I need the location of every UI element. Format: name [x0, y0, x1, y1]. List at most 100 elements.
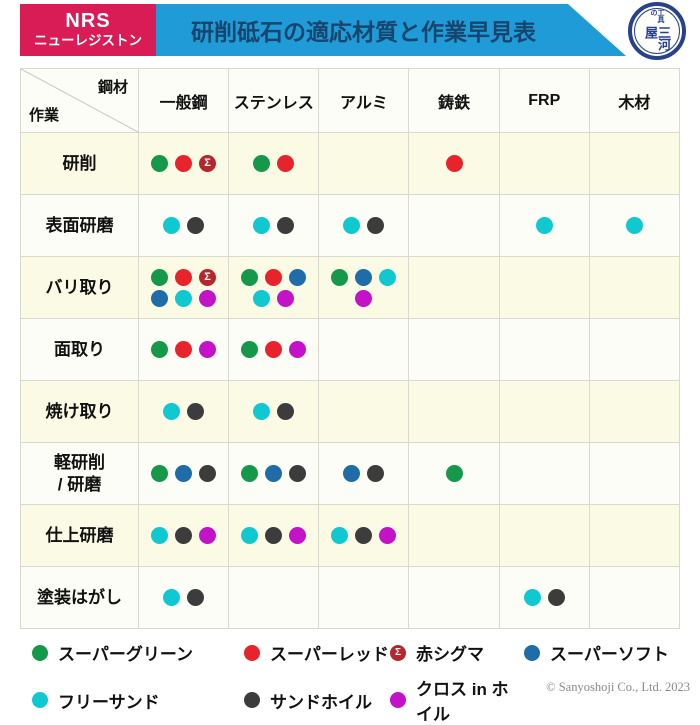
- magenta-dot: [199, 341, 217, 358]
- matrix-cell: [499, 319, 590, 381]
- row-label: 焼け取り: [21, 381, 139, 443]
- legend-label: スーパーレッド: [270, 645, 389, 664]
- green-dot: [151, 341, 169, 358]
- legend-label: スーパーグリーン: [58, 645, 193, 664]
- sigma-dot: Σ: [390, 644, 406, 661]
- matrix-cell: [499, 195, 590, 257]
- dark-dot: [265, 527, 283, 544]
- corner-label-material: 鋼材: [97, 79, 128, 96]
- row-label: バリ取り: [21, 257, 139, 319]
- magenta-dot: [390, 692, 406, 708]
- row-label: 面取り: [21, 319, 139, 381]
- matrix-cell: [139, 381, 230, 443]
- matrix-cell: [499, 257, 590, 319]
- legend-label: フリーサンド: [58, 692, 160, 712]
- blue-dot: [151, 289, 169, 307]
- magenta-dot: [379, 527, 397, 544]
- cyan-dot: [253, 289, 271, 307]
- matrix-cell: [229, 381, 320, 443]
- magenta-dot: [289, 527, 307, 544]
- red-dot: [244, 644, 260, 661]
- brand-subname: ニューレジストン: [34, 33, 142, 49]
- blue-dot: [524, 644, 540, 661]
- green-dot: [32, 644, 48, 661]
- red-dot: [445, 155, 463, 172]
- legend-item-blue: スーパーソフト: [524, 640, 682, 665]
- row-label: 表面研磨: [21, 195, 139, 257]
- compatibility-table: 鋼材 作業 一般鋼 ステンレス アルミ 鋳鉄 FRP 木材 研削 Σ 表面研磨 バリ取り Σ 面取り焼…: [20, 68, 680, 629]
- page-title: 研削砥石の適応材質と作業早見表: [191, 19, 536, 45]
- matrix-cell: [229, 567, 320, 629]
- row-label: 研削: [21, 133, 139, 195]
- legend-item-green: スーパーグリーン: [32, 640, 244, 665]
- legend-label: 赤シグマ: [416, 645, 484, 664]
- copyright: © Sanyoshoji Co., Ltd. 2023: [546, 680, 690, 694]
- legend-item-sigma: Σ 赤シグマ: [390, 640, 524, 665]
- logo-main-text: 三河屋: [643, 25, 671, 50]
- sigma-dot: Σ: [199, 155, 217, 172]
- logo-small-text: 工具の: [650, 9, 664, 23]
- matrix-cell: Σ: [139, 257, 230, 319]
- magenta-dot: [277, 289, 295, 307]
- column-header: ステンレス: [229, 69, 320, 133]
- blue-dot: [289, 268, 307, 286]
- matrix-cell: [139, 319, 230, 381]
- matrix-cell: [319, 443, 410, 505]
- matrix-cell: [499, 567, 590, 629]
- blue-dot: [343, 465, 361, 482]
- matrix-cell: [409, 567, 500, 629]
- stamp-inner-ring: 工具の 三河屋: [634, 8, 680, 54]
- matrix-cell: [139, 505, 230, 567]
- header: NRS ニューレジストン 研削砥石の適応材質と作業早見表 工具の 三河屋: [20, 2, 700, 60]
- legend-item-cyan: フリーサンド: [32, 675, 244, 725]
- column-header: 一般鋼: [139, 69, 230, 133]
- stamp-circle-icon: 工具の 三河屋: [628, 2, 686, 60]
- matrix-cell: [319, 133, 410, 195]
- red-dot: [265, 341, 283, 358]
- cyan-dot: [379, 268, 397, 286]
- magenta-dot: [289, 341, 307, 358]
- cyan-dot: [163, 589, 181, 606]
- matrix-cell: [229, 133, 320, 195]
- cyan-dot: [253, 403, 271, 420]
- matrix-cell: [229, 319, 320, 381]
- matrix-cell: [229, 443, 320, 505]
- title-banner: 研削砥石の適応材質と作業早見表: [156, 4, 626, 56]
- green-dot: [241, 341, 259, 358]
- magenta-dot: [355, 289, 373, 307]
- matrix-cell: [409, 443, 500, 505]
- matrix-cell: [139, 195, 230, 257]
- magenta-dot: [199, 289, 217, 307]
- dark-dot: [187, 217, 205, 234]
- dark-dot: [367, 217, 385, 234]
- legend-item-magenta: クロス in ホイル: [390, 675, 524, 725]
- sigma-dot: Σ: [199, 268, 217, 286]
- green-dot: [151, 155, 169, 172]
- matrix-cell: [589, 133, 680, 195]
- cyan-dot: [343, 217, 361, 234]
- matrix-cell: [589, 195, 680, 257]
- matrix-cell: [589, 567, 680, 629]
- matrix-cell: [229, 257, 320, 319]
- matrix-cell: [139, 567, 230, 629]
- matrix-cell: Σ: [139, 133, 230, 195]
- red-dot: [277, 155, 295, 172]
- cyan-dot: [151, 527, 169, 544]
- matrix-cell: [499, 133, 590, 195]
- legend-label: クロス in ホイル: [416, 680, 509, 724]
- blue-dot: [175, 465, 193, 482]
- matrix-cell: [589, 381, 680, 443]
- legend-item-dark: サンドホイル: [244, 675, 390, 725]
- matrix-cell: [409, 381, 500, 443]
- dark-dot: [289, 465, 307, 482]
- dark-dot: [187, 589, 205, 606]
- green-dot: [253, 155, 271, 172]
- matrix-cell: [319, 567, 410, 629]
- matrix-cell: [139, 443, 230, 505]
- page: NRS ニューレジストン 研削砥石の適応材質と作業早見表 工具の 三河屋 鋼材 …: [20, 2, 700, 724]
- column-header: FRP: [499, 69, 590, 133]
- cyan-dot: [523, 589, 541, 606]
- matrix-cell: [589, 443, 680, 505]
- matrix-cell: [499, 381, 590, 443]
- green-dot: [331, 268, 349, 286]
